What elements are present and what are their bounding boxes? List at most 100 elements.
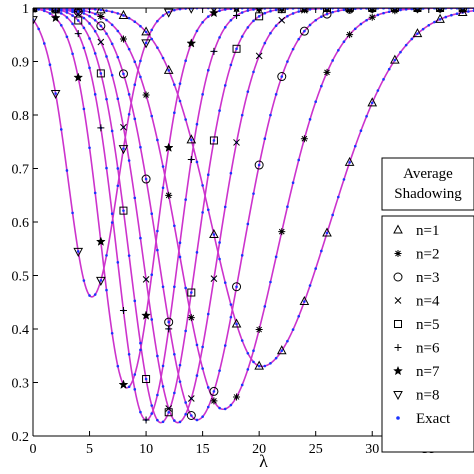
marker-n=2 [97,12,105,20]
legend-marker-n=3 [393,272,403,282]
exact-point-n=1 [314,267,317,270]
exact-point-n=3 [331,10,334,14]
exact-point-n=5 [257,15,261,18]
exact-point-n=2 [252,349,255,353]
marker-n=2 [74,8,82,14]
exact-point-n=1 [133,20,137,24]
marker-n=1 [276,345,287,355]
y-tick-label: 0.5 [12,270,30,285]
exact-point-n=8 [139,59,142,63]
exact-point-n=4 [246,90,250,93]
exact-point-n=4 [82,16,86,20]
exact-point-n=6 [48,8,52,11]
exact-point-n=5 [156,418,159,422]
exact-point-n=6 [93,93,97,96]
exact-point-n=5 [190,291,193,294]
marker-n=4 [278,16,286,24]
marker-n=1 [96,8,106,14]
exact-point-n=8 [43,42,46,45]
exact-point-n=5 [105,97,108,101]
exact-point-n=1 [144,30,148,34]
marker-n=1 [186,134,197,144]
marker-n=3 [277,72,287,82]
legend-marker-n=4 [394,297,402,304]
exact-point-n=8 [82,279,86,282]
exact-point-n=2 [150,114,154,118]
exact-point-n=6 [43,8,46,11]
exact-point-n=2 [229,403,233,407]
exact-point-n=8 [105,254,108,257]
exact-point-n=1 [156,46,159,49]
marker-n=4 [120,123,127,131]
exact-point-n=4 [195,374,199,377]
exact-point-n=1 [450,13,453,17]
marker-n=3 [232,282,242,292]
exact-point-n=7 [48,12,52,15]
marker-n=8 [188,8,195,14]
marker-n=8 [73,247,84,257]
exact-point-n=5 [240,35,244,38]
exact-point-n=8 [99,279,103,282]
exact-point-n=1 [280,349,284,353]
marker-n=2 [187,314,195,322]
marker-n=2 [300,135,308,143]
exact-point-n=2 [308,118,312,121]
marker-n=1 [209,228,219,239]
exact-point-n=3 [93,18,97,22]
exact-point-n=1 [139,24,142,28]
exact-point-n=8 [71,211,74,215]
exact-point-n=3 [274,93,278,96]
exact-point-n=3 [144,177,148,181]
exact-point-n=2 [297,158,301,162]
exact-point-n=1 [427,23,431,27]
exact-point-n=7 [65,35,69,39]
exact-point-n=6 [156,393,159,397]
x-tick-label: 30 [365,442,379,457]
exact-point-n=7 [116,364,120,368]
legend-label: n=6 [416,341,440,357]
marker-n=6 [142,416,150,424]
x-tick-label: 15 [196,442,210,457]
exact-point-n=7 [206,15,210,18]
marker-n=6 [165,325,173,333]
exact-point-n=6 [201,93,204,96]
exact-point-n=3 [308,23,312,27]
exact-point-n=1 [178,99,182,103]
exact-point-n=8 [133,83,137,87]
exact-point-n=3 [229,315,233,319]
exact-point-n=5 [167,410,170,414]
exact-point-n=7 [150,273,154,277]
y-tick-label: 0.4 [12,323,30,338]
marker-n=3 [141,174,151,184]
exact-point-n=5 [82,26,86,30]
legend-label: n=5 [416,317,439,333]
exact-point-n=1 [359,129,363,133]
exact-point-n=3 [76,10,80,13]
exact-point-n=3 [297,37,301,41]
exact-point-n=2 [195,343,199,347]
exact-point-n=4 [178,420,182,424]
legend-label: n=8 [416,388,439,404]
marker-n=2 [346,31,354,39]
marker-n=8 [163,8,174,18]
exact-point-n=1 [337,195,340,199]
exact-point-n=7 [93,191,97,195]
marker-n=5 [142,375,151,384]
marker-n=8 [233,8,240,14]
exact-point-n=7 [156,229,159,233]
exact-point-n=1 [433,20,436,24]
marker-n=1 [322,227,332,237]
legend-label: n=1 [416,223,439,239]
x-axis-label: λ [259,451,268,471]
exact-point-n=1 [467,10,470,13]
exact-point-n=2 [291,181,295,185]
y-tick-label: 0.7 [12,163,30,178]
exact-point-n=3 [122,72,125,76]
y-tick-label: 1 [22,2,29,17]
exact-point-n=2 [376,13,380,17]
exact-point-n=6 [105,166,108,170]
y-tick-label: 0.9 [12,56,30,71]
x-tick-label: 0 [30,442,37,457]
x-tick-label: 20 [252,442,266,457]
marker-n=3 [96,21,106,31]
